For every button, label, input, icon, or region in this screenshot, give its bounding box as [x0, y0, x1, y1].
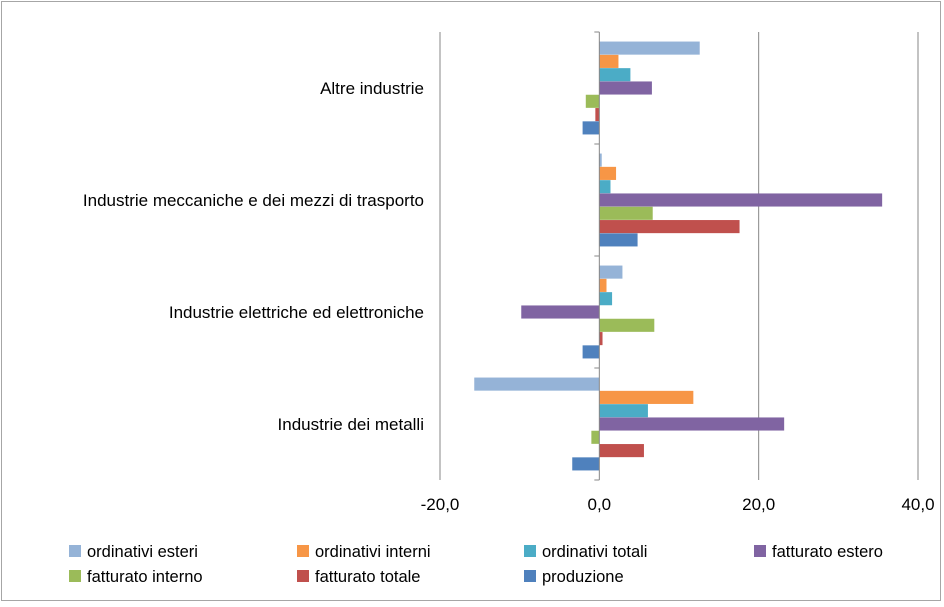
- legend-swatch: [297, 545, 309, 557]
- bar-fatturato-totale: [599, 444, 644, 458]
- legend-swatch: [297, 570, 309, 582]
- category-label: Industrie elettriche ed elettroniche: [169, 303, 424, 322]
- bar-ordinativi-interni: [599, 166, 617, 180]
- bar-ordinativi-esteri: [474, 377, 600, 391]
- legend-swatch: [754, 545, 766, 557]
- legend-swatch: [524, 570, 536, 582]
- bar-fatturato-interno: [599, 206, 653, 220]
- bar-fatturato-estero: [521, 305, 600, 319]
- bar-ordinativi-totali: [599, 404, 648, 418]
- axes: [594, 31, 600, 481]
- bar-ordinativi-totali: [599, 180, 611, 194]
- bar-fatturato-interno: [599, 318, 655, 332]
- x-tick-label: 40,0: [901, 495, 934, 514]
- category-label: Industrie dei metalli: [278, 415, 424, 434]
- x-tick-label: 20,0: [742, 495, 775, 514]
- bar-ordinativi-interni: [599, 390, 694, 404]
- x-tick-label: -20,0: [421, 495, 460, 514]
- bar-ordinativi-esteri: [599, 265, 623, 279]
- bars: [474, 41, 883, 471]
- bar-produzione: [582, 345, 600, 359]
- bar-produzione: [582, 121, 600, 135]
- bar-fatturato-estero: [599, 417, 785, 431]
- bar-ordinativi-esteri: [599, 153, 602, 167]
- bar-ordinativi-interni: [599, 54, 619, 68]
- legend-label: fatturato interno: [87, 568, 203, 586]
- bar-produzione: [572, 457, 600, 471]
- legend-label: produzione: [542, 568, 624, 586]
- legend-label: fatturato estero: [772, 543, 883, 561]
- bar-ordinativi-esteri: [599, 41, 700, 55]
- x-tick-label: 0,0: [588, 495, 612, 514]
- category-label: Industrie meccaniche e dei mezzi di tras…: [83, 191, 424, 210]
- bar-ordinativi-totali: [599, 68, 631, 82]
- bar-fatturato-totale: [599, 332, 603, 346]
- legend: ordinativi esteri ordinativi interni ordin…: [69, 543, 883, 586]
- category-label: Altre industrie: [320, 79, 424, 98]
- bar-fatturato-interno: [591, 430, 600, 444]
- bar-fatturato-estero: [599, 81, 652, 95]
- bar-ordinativi-totali: [599, 292, 613, 306]
- legend-swatch: [524, 545, 536, 557]
- legend-swatch: [69, 545, 81, 557]
- bar-fatturato-totale: [595, 108, 600, 122]
- legend-label: fatturato totale: [315, 568, 421, 586]
- bar-ordinativi-interni: [599, 278, 607, 292]
- gridlines: [439, 32, 919, 480]
- legend-label: ordinativi interni: [315, 543, 431, 561]
- legend-label: ordinativi esteri: [87, 543, 198, 561]
- category-labels: Altre industrie Industrie meccaniche e de…: [83, 79, 424, 434]
- bar-produzione: [599, 233, 638, 247]
- bar-fatturato-totale: [599, 220, 740, 234]
- bar-fatturato-interno: [585, 94, 600, 108]
- legend-swatch: [69, 570, 81, 582]
- bar-fatturato-estero: [599, 193, 883, 207]
- tick-labels: -20,0 0,0 20,0 40,0: [421, 495, 935, 514]
- legend-label: ordinativi totali: [542, 543, 647, 561]
